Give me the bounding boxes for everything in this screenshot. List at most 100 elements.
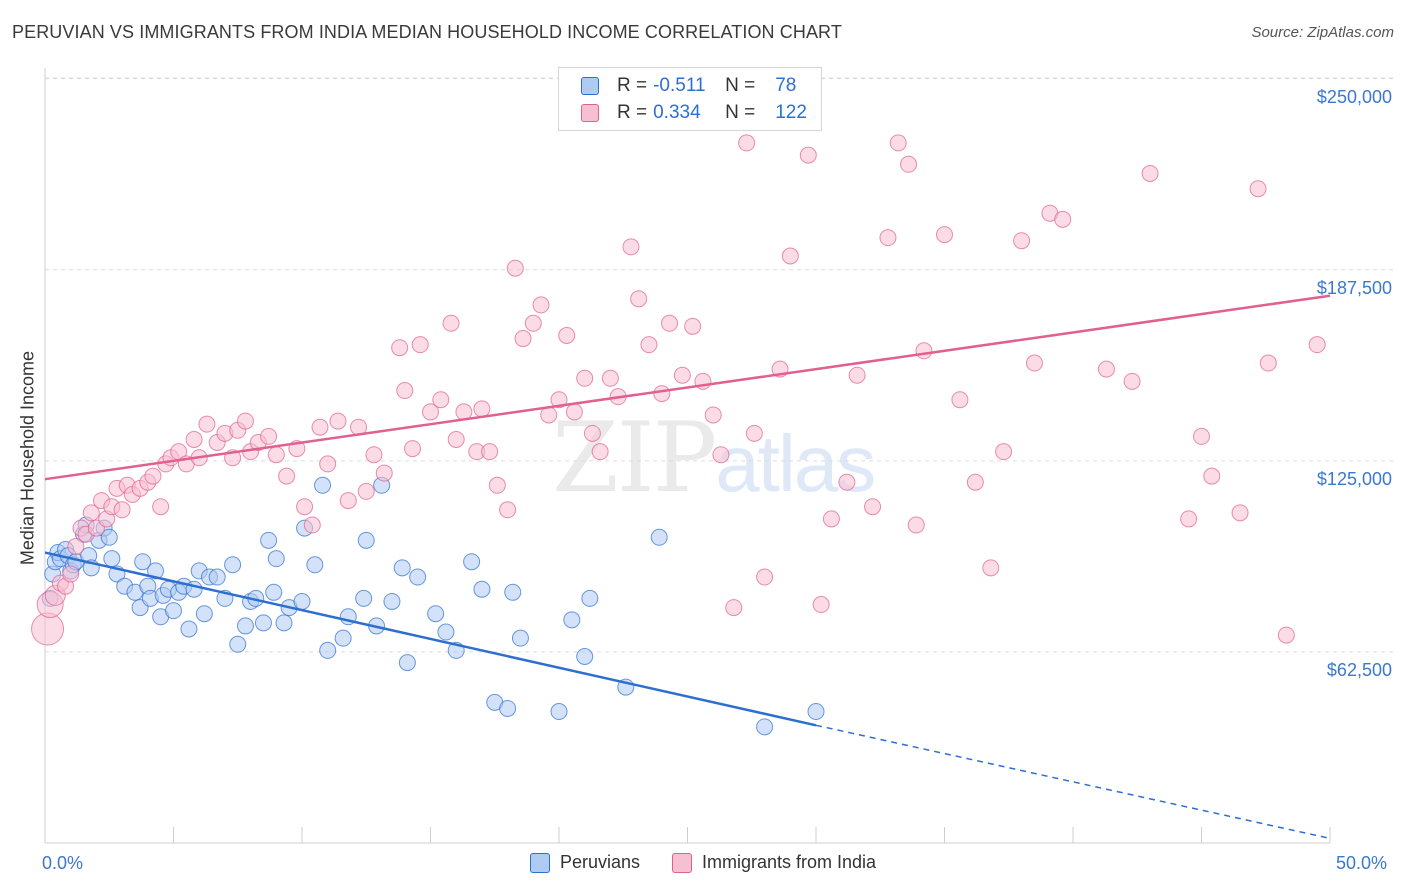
y-tick-label-187500: $187,500: [1316, 278, 1392, 298]
data-point-india: [260, 427, 278, 445]
chart-title: PERUVIAN VS IMMIGRANTS FROM INDIA MEDIAN…: [12, 22, 842, 42]
data-point-india: [1097, 360, 1115, 378]
data-point-peruvians: [229, 635, 247, 653]
data-point-peruvians: [563, 611, 581, 629]
legend-r-label: R =: [617, 102, 648, 123]
x-tick-label-min: 0.0%: [42, 853, 84, 873]
x-tick-label-max: 50.0%: [1336, 853, 1388, 873]
data-point-india: [540, 406, 558, 424]
data-point-india: [725, 599, 743, 617]
data-point-india: [442, 314, 460, 332]
data-point-peruvians: [357, 531, 375, 549]
data-point-india: [488, 476, 506, 494]
legend-swatch-blue: [581, 77, 599, 95]
data-point-peruvians: [807, 703, 825, 721]
data-point-peruvians: [504, 583, 522, 601]
data-point-peruvians: [499, 699, 517, 717]
data-point-peruvians: [650, 528, 668, 546]
data-point-india: [576, 369, 594, 387]
data-point-india: [198, 415, 216, 433]
data-point-india: [1231, 504, 1249, 522]
data-point-india: [848, 366, 866, 384]
watermark-zip: ZIP: [552, 402, 717, 514]
data-point-india: [185, 430, 203, 448]
data-point-india: [907, 516, 925, 534]
data-point-india: [799, 146, 817, 164]
data-point-india: [375, 464, 393, 482]
data-point-india: [879, 229, 897, 247]
data-point-india: [1308, 336, 1326, 354]
data-point-india: [661, 314, 679, 332]
data-point-india: [82, 504, 100, 522]
data-point-india: [704, 406, 722, 424]
data-point-india: [915, 342, 933, 360]
data-point-india: [152, 498, 170, 516]
data-point-peruvians: [134, 553, 152, 571]
data-point-peruvians: [314, 476, 332, 494]
data-point-india: [745, 424, 763, 442]
data-point-peruvians: [254, 614, 272, 632]
data-point-peruvians: [165, 602, 182, 620]
data-point-peruvians: [581, 589, 599, 607]
data-point-india: [673, 366, 691, 384]
data-point-india: [653, 385, 671, 403]
data-point-india: [481, 443, 499, 461]
data-point-peruvians: [265, 583, 283, 601]
data-point-india: [31, 612, 65, 646]
legend-n-value: 78: [775, 75, 797, 96]
data-point-peruvians: [398, 654, 416, 672]
data-point-india: [936, 226, 953, 244]
data-point-india: [506, 259, 524, 277]
data-point-india: [236, 412, 254, 430]
data-point-peruvians: [334, 629, 352, 647]
data-point-peruvians: [463, 553, 481, 571]
data-point-india: [514, 330, 532, 348]
data-point-india: [391, 339, 409, 357]
trend-line-india: [44, 294, 1331, 481]
legend-r-value: -0.511: [653, 75, 706, 96]
data-point-peruvians: [473, 580, 491, 598]
legend-item-india: Immigrants from India: [671, 852, 876, 873]
legend-item-peruvians: Peruvians: [529, 852, 640, 873]
data-point-india: [966, 473, 984, 491]
data-point-india: [278, 467, 296, 485]
data-point-india: [339, 492, 357, 510]
data-point-india: [591, 443, 609, 461]
data-point-india: [319, 455, 337, 473]
data-point-india: [889, 134, 907, 152]
data-point-india: [982, 559, 1000, 577]
data-point-india: [565, 403, 583, 421]
data-point-india: [864, 498, 882, 516]
chart-source: Source: ZipAtlas.com: [1251, 24, 1394, 41]
watermark: ZIPatlas: [552, 402, 876, 514]
data-point-india: [781, 247, 799, 265]
data-point-peruvians: [275, 614, 293, 632]
data-point-india: [550, 391, 568, 409]
trend-line-peruvians-extension: [815, 724, 1331, 840]
data-point-india: [756, 568, 774, 586]
legend-n-label: N =: [725, 75, 756, 96]
data-point-india: [404, 440, 422, 458]
data-point-india: [62, 565, 80, 583]
data-point-peruvians: [224, 556, 242, 574]
data-point-peruvians: [576, 648, 594, 666]
legend-r-value: 0.334: [653, 102, 701, 123]
data-point-india: [113, 501, 131, 519]
data-point-peruvians: [306, 556, 324, 574]
legend-swatch-pink: [671, 852, 692, 873]
data-point-india: [822, 510, 840, 528]
data-point-peruvians: [409, 568, 427, 586]
watermark-atlas: atlas: [715, 419, 876, 508]
data-point-peruvians: [511, 629, 529, 647]
data-point-peruvians: [756, 718, 774, 736]
data-point-peruvians: [293, 592, 311, 610]
data-point-peruvians: [437, 623, 455, 641]
data-point-india: [838, 473, 856, 491]
data-point-peruvians: [100, 528, 118, 546]
y-tick-label-62500: $62,500: [1326, 660, 1392, 680]
legend-row-india: R = 0.334 N = 122: [581, 100, 807, 126]
data-point-india: [684, 317, 702, 335]
data-point-india: [365, 446, 383, 464]
legend-n-label: N =: [725, 102, 756, 123]
